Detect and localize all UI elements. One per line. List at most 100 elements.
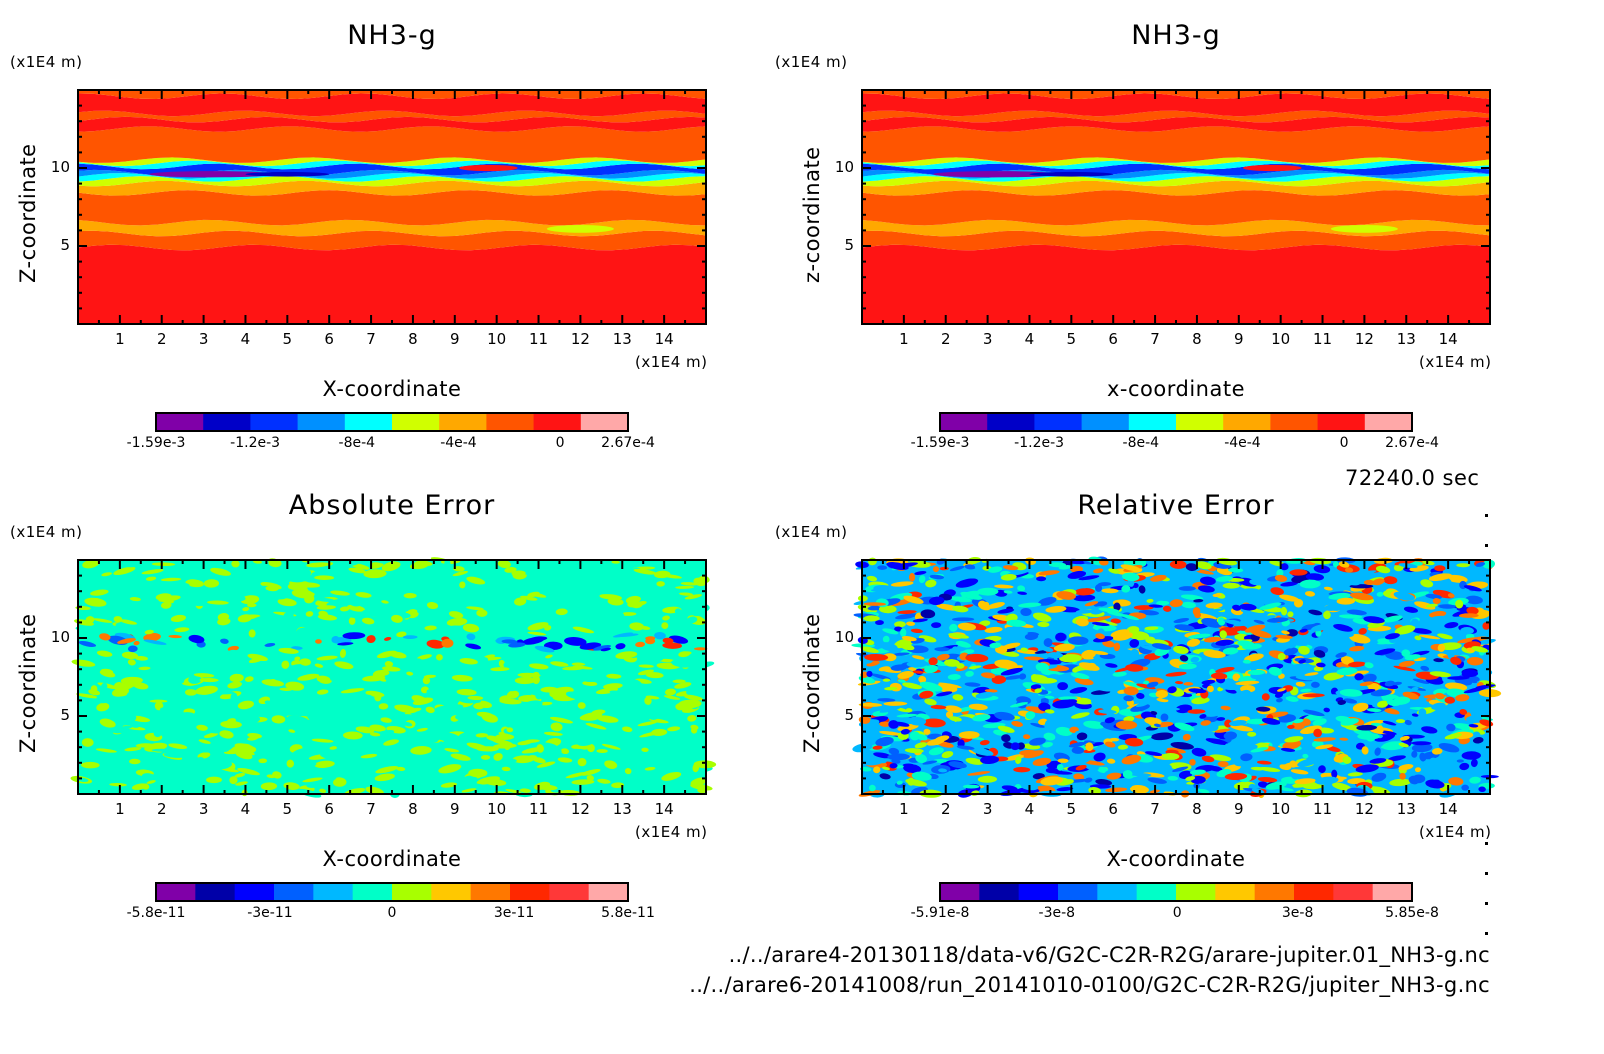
error-blob [1104,717,1115,724]
error-blob [311,571,321,576]
contour-feature [245,171,330,177]
error-blob [228,649,252,660]
source-file-1: ../../arare4-20130118/data-v6/G2C-C2R-R2… [728,943,1490,967]
error-blob [957,622,976,631]
error-blob [1338,614,1363,619]
error-blob [1421,726,1438,734]
error-blob [244,676,254,682]
error-blob [339,648,346,658]
error-blob [306,562,330,568]
error-blob [1355,764,1379,773]
error-blob [1466,657,1484,666]
colorbar-tick-label: 2.67e-4 [1385,435,1439,451]
x-tick-label: 6 [324,800,334,818]
error-blob [1313,737,1336,742]
error-blob [1379,730,1397,735]
error-blob [628,588,651,594]
error-blob [952,646,959,652]
error-blob [1460,627,1474,635]
error-blob [662,598,680,606]
error-blob [1106,772,1122,780]
error-blob [331,636,340,644]
error-blob [929,596,945,606]
colorbar-swatch [979,883,1020,901]
error-blob [1044,695,1055,699]
y-unit-label: (x1E4 m) [10,523,83,541]
error-blob [1465,715,1483,723]
panel-title: NH3-g [1131,20,1221,51]
error-blob [1444,622,1459,629]
error-blob [374,773,395,782]
error-blob [1461,669,1478,678]
error-blob [858,702,883,707]
x-unit-label: (x1E4 m) [635,353,708,371]
contour-band [78,126,706,163]
error-blob [1389,778,1411,787]
error-blob [426,572,436,577]
error-blob [532,675,540,685]
error-blob [924,698,937,706]
contour-band [78,230,706,251]
error-blob [862,757,885,766]
error-blob [971,747,994,756]
error-blob [503,661,512,668]
error-blob [549,616,565,622]
error-blob [1345,670,1369,677]
error-blob [381,600,389,604]
x-tick-label: 4 [240,330,251,348]
error-blob [438,764,462,774]
x-tick-label: 13 [1396,330,1416,348]
error-blob [1122,572,1140,582]
error-blob [952,605,969,613]
error-blob [1130,704,1150,712]
error-blob [1376,725,1384,734]
error-blob [1298,659,1306,664]
error-blob [530,636,548,641]
error-blob [577,702,586,709]
error-blob [901,636,917,642]
error-blob [1466,606,1479,615]
error-blob [342,632,366,640]
error-blob [1299,579,1321,589]
error-blob [1145,677,1165,684]
error-blob [422,676,431,685]
error-blob [1123,716,1135,722]
error-blob [668,635,689,644]
error-blob [1085,765,1099,771]
x-tick-label: 12 [1354,800,1374,818]
contour-band [78,176,706,187]
error-blob [975,691,995,699]
error-blob [586,775,595,781]
error-blob [1004,675,1025,680]
error-blob [687,715,697,722]
error-blob [1239,689,1252,697]
error-blob [1331,769,1338,779]
error-blob [558,784,576,792]
error-blob [1429,757,1438,764]
error-blob [1010,742,1020,751]
error-blob [629,622,645,631]
error-blob [1043,638,1053,648]
error-blob [1023,734,1031,740]
error-blob [955,640,971,648]
contour-band [862,176,1490,187]
colorbar-swatch [1317,413,1366,431]
x-tick-label: 7 [366,800,376,818]
error-blob [1123,686,1139,696]
error-blob [1249,578,1265,586]
error-blob [262,573,282,578]
error-blob [877,698,896,702]
colorbar-tick-label: -3e-11 [247,905,293,921]
error-blob [675,585,695,589]
colorbar-swatch [234,883,275,901]
error-blob [1285,696,1299,702]
error-blob [188,634,205,644]
error-blob [1091,622,1110,627]
error-blob [1470,758,1478,768]
error-blob [135,655,148,661]
error-blob [317,619,325,624]
error-blob [1047,715,1060,723]
error-blob [654,631,666,640]
error-blob [399,608,406,617]
error-blob [1108,568,1121,574]
